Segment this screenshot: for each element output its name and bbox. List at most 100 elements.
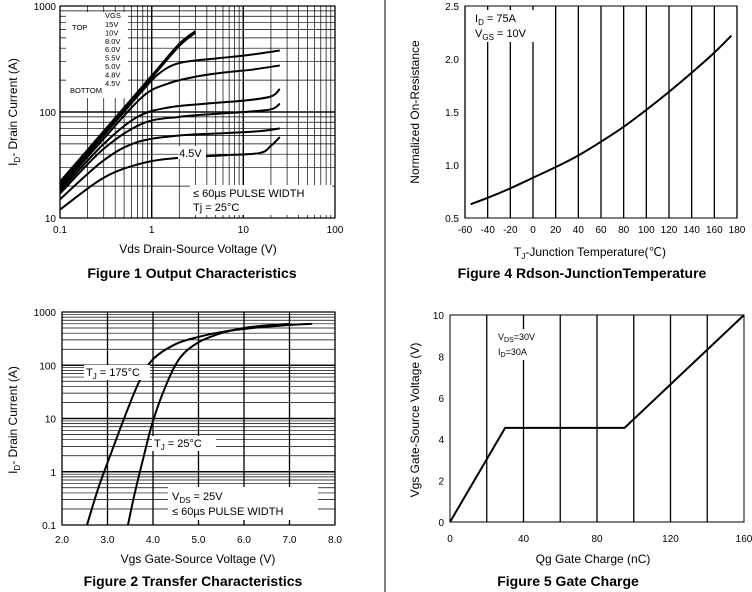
fig1-xtick: 10	[238, 225, 250, 236]
fig5-title: Figure 5 Gate Charge	[497, 573, 639, 589]
fig1-curve-label-bg	[178, 146, 206, 159]
fig2-xtick: 5.0	[192, 535, 206, 546]
fig1-x-ticks: 0.1 1 10 100	[53, 225, 344, 236]
fig4-xtick: 180	[729, 225, 746, 236]
fig1-series-10V	[59, 31, 197, 185]
fig4-annotation-box	[470, 10, 548, 42]
fig5-xlabel: Qg Gate Charge (nC)	[536, 552, 651, 566]
fig1-legend-item: 6.0V	[105, 45, 120, 54]
fig5-annotation-box	[494, 329, 548, 360]
fig4-ytick: 2.5	[445, 2, 459, 13]
fig1-legend-item: 10V	[105, 28, 118, 37]
fig4-xtick: 100	[638, 225, 655, 236]
fig4-xtick: 120	[661, 225, 678, 236]
fig1-ytick: 1000	[34, 2, 57, 13]
fig1-xlabel: Vds Drain-Source Voltage (V)	[119, 242, 276, 256]
fig2-xlabel: Vgs Gate-Source Voltage (V)	[121, 552, 276, 566]
fig4-ylabel: Normalized On-Resistance	[408, 40, 422, 184]
fig5-xtick: 80	[591, 534, 603, 545]
fig1-frame	[59, 5, 336, 219]
fig4-y-ticks: 0.5 1.0 1.5 2.0 2.5	[445, 2, 459, 225]
fig4-xlabel: TJ-Junction Temperature(℃)	[514, 245, 666, 261]
fig2-label-cold: TJ = 25°C	[154, 438, 202, 452]
fig4-ann-vgs: VGS = 10V	[475, 28, 527, 42]
fig5-ytick: 0	[438, 518, 444, 529]
fig2-ytick: 10	[45, 415, 57, 426]
fig5-xtick: 0	[447, 534, 453, 545]
fig5-ytick: 6	[438, 394, 444, 405]
fig2-ytick: 1000	[34, 308, 57, 319]
fig4-ytick: 1.0	[445, 161, 459, 172]
fig5-ytick: 2	[438, 477, 444, 488]
fig1-ytick: 100	[39, 108, 56, 119]
fig1-curves	[59, 30, 281, 211]
fig4-xtick: 160	[706, 225, 723, 236]
fig5-ann-id: ID=30A	[498, 347, 527, 359]
fig2-series-tj-175c	[86, 322, 313, 526]
fig2-x-ticks: 2.0 3.0 4.0 5.0 6.0 7.0 8.0	[55, 535, 342, 546]
fig2-note-box	[168, 487, 318, 520]
fig1-series-6.0V	[59, 64, 280, 190]
fig5-ytick: 10	[433, 311, 445, 322]
fig4-xtick: -60	[458, 225, 473, 236]
fig1-curve-label: 4.5V	[179, 148, 202, 160]
fig1-series-8.0V	[59, 49, 280, 187]
fig1-series-15V	[59, 30, 197, 183]
fig2-frame	[61, 311, 336, 526]
figure-4-rdson-temperature: -60 -40 -20 0 20 40 60 80 100 120 140 160 180 0.5 1.0…	[408, 2, 746, 281]
fig4-curves	[470, 34, 733, 206]
fig4-title: Figure 4 Rdson-JunctionTemperature	[458, 265, 707, 281]
fig5-xtick: 40	[518, 534, 530, 545]
fig1-series-5.0V	[59, 102, 281, 195]
fig1-title: Figure 1 Output Characteristics	[87, 265, 296, 281]
fig4-xtick: -40	[480, 225, 495, 236]
fig1-note-tj: Tj = 25°C	[193, 202, 239, 214]
fig5-ylabel: Vgs Gate-Source Voltage (V)	[408, 343, 422, 498]
fig2-ytick: 100	[39, 361, 56, 372]
fig1-ytick: 10	[45, 214, 57, 225]
fig1-legend-header: VGS	[105, 11, 121, 20]
fig1-y-ticks: 10 100 1000	[34, 2, 57, 225]
fig2-note-pulse: ≤ 60µs PULSE WIDTH	[172, 506, 283, 518]
fig5-xtick: 160	[736, 534, 752, 545]
fig1-legend-box	[66, 12, 128, 98]
fig2-xtick: 6.0	[237, 535, 251, 546]
fig2-series-tj-25c	[126, 322, 290, 526]
fig2-xtick: 2.0	[55, 535, 69, 546]
fig4-xtick: 60	[595, 225, 607, 236]
fig1-ylabel: ID- Drain Current (A)	[6, 58, 22, 166]
fig4-x-ticks: -60 -40 -20 0 20 40 60 80 100 120 140 160 180	[458, 225, 746, 236]
fig1-legend-item: 5.0V	[105, 62, 120, 71]
fig1-legend-item: 15V	[105, 20, 118, 29]
fig2-xtick: 8.0	[328, 535, 342, 546]
fig1-xtick: 0.1	[53, 225, 67, 236]
fig2-ylabel: ID- Drain Current (A)	[6, 366, 22, 474]
fig4-ann-id: ID = 75A	[475, 13, 517, 27]
fig2-title: Figure 2 Transfer Characteristics	[84, 573, 303, 589]
fig1-legend-item: 4.8V	[105, 70, 120, 79]
fig4-xtick: -20	[503, 225, 518, 236]
fig2-xtick: 7.0	[283, 535, 297, 546]
fig5-ann-vds: VDS=30V	[498, 332, 535, 344]
fig1-xtick: 1	[149, 225, 155, 236]
fig4-xtick: 20	[550, 225, 562, 236]
fig1-series-5.5V	[59, 88, 281, 192]
fig4-series-rdson	[470, 34, 733, 206]
fig2-xtick: 3.0	[101, 535, 115, 546]
fig4-ytick: 1.5	[445, 108, 459, 119]
fig1-note-pulse: ≤ 60µs PULSE WIDTH	[193, 188, 304, 200]
fig4-xtick: 40	[573, 225, 585, 236]
fig5-y-ticks: 0 2 4 6 8 10	[433, 311, 445, 529]
fig1-note-box	[190, 185, 332, 215]
figure-5-gate-charge: 0 40 80 120 160 0 2 4 6 8 10 VDS=30V ID=30A Qg Ga…	[408, 311, 752, 589]
fig1-legend-item: 4.5V	[105, 79, 120, 88]
fig5-series-vgs	[449, 314, 745, 523]
fig2-xtick: 4.0	[146, 535, 160, 546]
fig4-ytick: 2.0	[445, 55, 459, 66]
fig1-legend-item: 8.0V	[105, 37, 120, 46]
fig2-ytick: 0.1	[42, 521, 56, 532]
fig2-label-cold-bg	[152, 436, 216, 451]
fig5-ytick: 8	[438, 352, 444, 363]
